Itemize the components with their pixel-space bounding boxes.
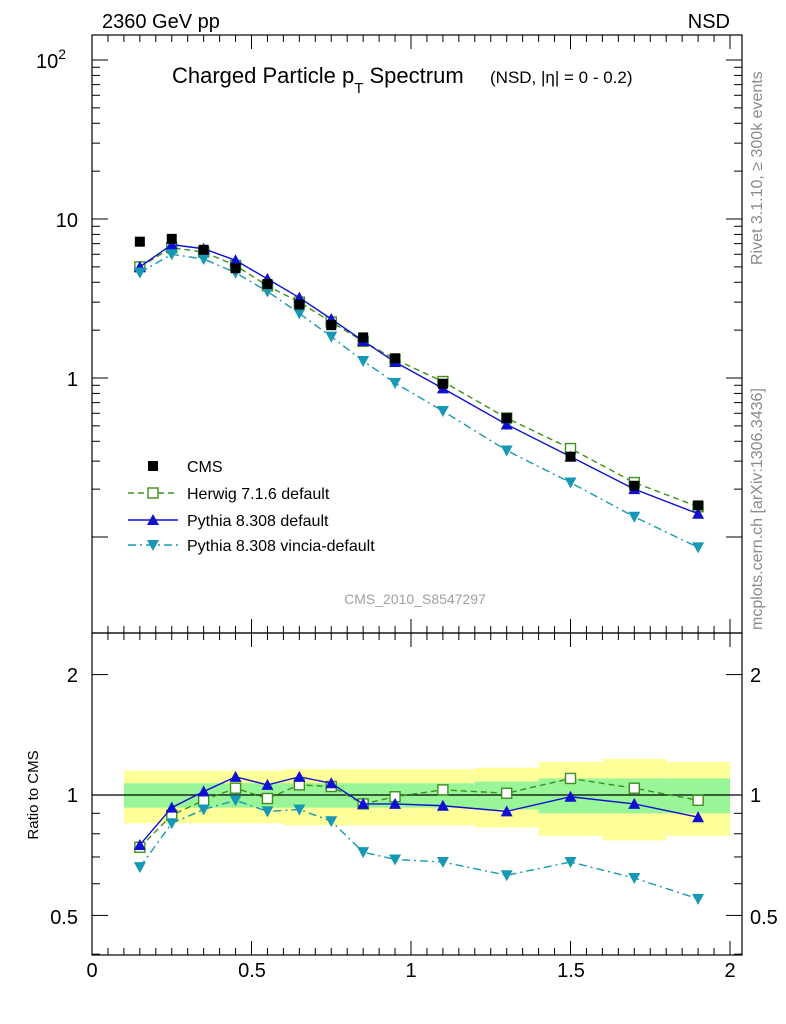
main-pythia-8-308-vincia-default-point <box>198 254 210 265</box>
chart-title-note: (NSD, |η| = 0 - 0.2) <box>490 68 633 87</box>
main-pythia-8-308-vincia-default-point <box>692 542 704 553</box>
main-pythia-8-308-vincia-default-point <box>134 268 146 279</box>
ratio-ytick-label-0.5: 0.5 <box>50 907 78 929</box>
xtick-label-0.5: 0.5 <box>238 960 266 982</box>
main-pythia-8-308-vincia-default-point <box>325 332 337 343</box>
side-label-rivet: Rivet 3.1.10, ≥ 300k events <box>749 71 766 265</box>
xtick-label-2: 2 <box>724 960 735 982</box>
ratio-ytick-label-2: 2 <box>67 665 78 687</box>
ratio-herwig-7-1-6-default-point <box>566 773 576 783</box>
main-cms-point <box>326 320 336 330</box>
ratio-pythia-8-308-vincia-default-point <box>134 862 146 873</box>
main-ytick-label-100: 102 <box>36 46 66 73</box>
analysis-watermark: CMS_2010_S8547297 <box>344 591 486 607</box>
ratio-herwig-7-1-6-default-point <box>693 795 703 805</box>
main-cms-point <box>231 263 241 273</box>
main-pythia-8-308-vincia-default-point <box>293 308 305 319</box>
ratio-herwig-7-1-6-default-point <box>629 783 639 793</box>
main-cms-point <box>135 237 145 247</box>
main-pythia-8-308-vincia-default-point <box>565 478 577 489</box>
ratio-herwig-7-1-6-default-point <box>199 795 209 805</box>
legend-marker-cms <box>148 461 158 471</box>
ratio-pythia-8-308-vincia-default-point <box>437 857 449 868</box>
xtick-label-1.5: 1.5 <box>557 960 585 982</box>
main-herwig-7-1-6-default-line <box>140 248 698 507</box>
ratio-pythia-8-308-vincia-default-point <box>389 854 401 865</box>
main-pythia-8-308-default-line <box>140 245 698 514</box>
legend-label-herwig: Herwig 7.1.6 default <box>187 486 330 503</box>
chart-title: Charged Particle pT Spectrum <box>172 63 464 97</box>
main-pythia-8-308-vincia-default-point <box>501 445 513 456</box>
ratio-ytick-label-1: 1 <box>67 785 78 807</box>
legend-label-vincia: Pythia 8.308 vincia-default <box>187 538 375 555</box>
main-cms-point <box>629 481 639 491</box>
ratio-ytick-label-right-0.5: 0.5 <box>750 907 778 929</box>
main-cms-point <box>358 332 368 342</box>
main-cms-point <box>262 279 272 289</box>
ratio-ytick-label-right-1: 1 <box>750 785 761 807</box>
xtick-label-1: 1 <box>405 960 416 982</box>
main-ytick-label-10: 10 <box>56 210 78 232</box>
legend-label-cms: CMS <box>187 459 223 476</box>
ratio-ylabel: Ratio to CMS <box>25 750 42 839</box>
header-right: NSD <box>688 11 730 33</box>
ratio-pythia-8-308-vincia-default-point <box>501 870 513 881</box>
main-pythia-8-308-vincia-default-line <box>140 254 698 547</box>
xtick-label-0: 0 <box>86 960 97 982</box>
main-cms-point <box>294 299 304 309</box>
main-cms-point <box>390 353 400 363</box>
main-cms-point <box>566 452 576 462</box>
main-cms-point <box>199 245 209 255</box>
main-pythia-8-308-vincia-default-point <box>628 512 640 523</box>
side-label-mcplots: mcplots.cern.ch [arXiv:1306.3436] <box>749 388 766 630</box>
legend-label-pythia: Pythia 8.308 default <box>187 513 329 530</box>
ratio-pythia-8-308-vincia-default-point <box>166 818 178 829</box>
ratio-herwig-7-1-6-default-point <box>231 783 241 793</box>
main-cms-point <box>438 379 448 389</box>
legend-marker-herwig-7-1-6-default <box>148 488 158 498</box>
ratio-herwig-7-1-6-default-point <box>502 788 512 798</box>
main-cms-point <box>693 500 703 510</box>
main-pythia-8-308-vincia-default-point <box>389 378 401 389</box>
ratio-pythia-8-308-vincia-default-point <box>628 873 640 884</box>
ratio-pythia-8-308-vincia-default-point <box>692 894 704 905</box>
ratio-ytick-label-right-2: 2 <box>750 665 761 687</box>
main-ytick-label-1: 1 <box>67 369 78 391</box>
main-cms-point <box>502 413 512 423</box>
main-pythia-8-308-vincia-default-point <box>437 406 449 417</box>
ratio-herwig-7-1-6-default-point <box>262 794 272 804</box>
main-cms-point <box>167 234 177 244</box>
plot-canvas: 2360 GeV pp NSD Rivet 3.1.10, ≥ 300k eve… <box>0 0 786 1024</box>
header-left: 2360 GeV pp <box>102 11 220 33</box>
ratio-herwig-7-1-6-default-point <box>438 785 448 795</box>
main-pythia-8-308-vincia-default-point <box>357 356 369 367</box>
